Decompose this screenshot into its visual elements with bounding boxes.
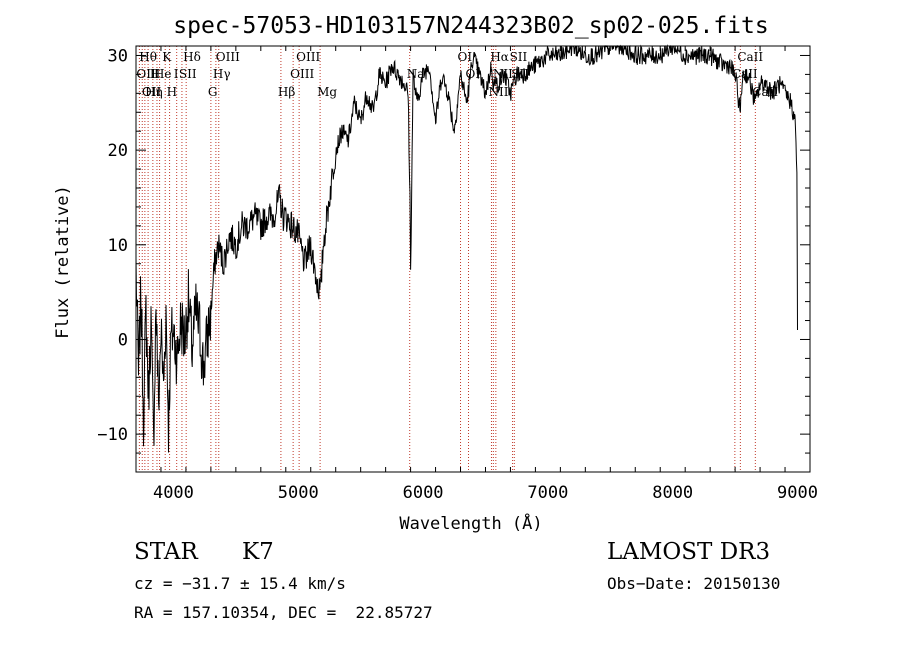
line-label: OIII: [216, 50, 240, 64]
line-label: I: [174, 67, 179, 81]
y-tick-label: 20: [108, 141, 128, 161]
x-tick-label: 8000: [652, 483, 693, 503]
line-label: SII: [510, 50, 528, 64]
line-label: OI: [458, 50, 473, 64]
spectrum-line: [135, 44, 798, 453]
x-tick-label: 9000: [777, 483, 818, 503]
y-tick-label: 10: [108, 236, 128, 256]
line-label: CaII: [737, 50, 763, 64]
survey-name: LAMOST DR3: [607, 539, 771, 565]
y-axis-label: Flux (relative): [53, 185, 73, 339]
spectral-subclass: K7: [242, 539, 274, 565]
line-label: OII: [142, 85, 162, 99]
x-tick-label: 5000: [278, 483, 319, 503]
y-tick-label: 0: [118, 330, 128, 350]
line-label: H: [150, 67, 160, 81]
chart-title: spec-57053-HD103157N244323B02_sp02-025.f…: [173, 13, 768, 39]
line-label: G: [208, 85, 218, 99]
plot-frame: [135, 45, 811, 473]
x-axis-label: Wavelength (Å): [399, 512, 542, 534]
line-label: Na: [407, 67, 425, 81]
line-label: OIII: [290, 67, 314, 81]
line-label: Mg: [317, 85, 337, 99]
line-label: SII: [179, 67, 197, 81]
emission-line-markers: [138, 46, 756, 472]
line-label: Hη: [145, 85, 163, 99]
line-label: Hθ: [139, 50, 157, 64]
coordinates: RA = 157.10354, DEC = 22.85727: [134, 603, 433, 622]
line-label: OII: [136, 67, 156, 81]
observation-date: Obs−Date: 20150130: [607, 574, 781, 593]
line-label: OIII: [296, 50, 320, 64]
line-label: K: [162, 50, 172, 64]
x-tick-label: 6000: [403, 483, 444, 503]
line-label: He: [154, 67, 172, 81]
line-label: Hδ: [183, 50, 201, 64]
redshift-cz: cz = −31.7 ± 15.4 km/s: [134, 574, 346, 593]
line-label: Hβ: [278, 85, 295, 99]
line-label: H: [167, 85, 177, 99]
object-class: STAR: [134, 539, 198, 565]
spectrum-series: [135, 44, 798, 453]
y-tick-label: −10: [97, 425, 128, 445]
plot-axes: 4000 5000 6000 7000 8000 9000 −10 0 10 20 30: [97, 45, 818, 503]
line-label: Hγ: [213, 67, 231, 81]
line-label: Hα: [490, 50, 509, 64]
y-tick-label: 30: [108, 46, 128, 66]
x-tick-label: 4000: [153, 483, 194, 503]
x-tick-label: 7000: [527, 483, 568, 503]
